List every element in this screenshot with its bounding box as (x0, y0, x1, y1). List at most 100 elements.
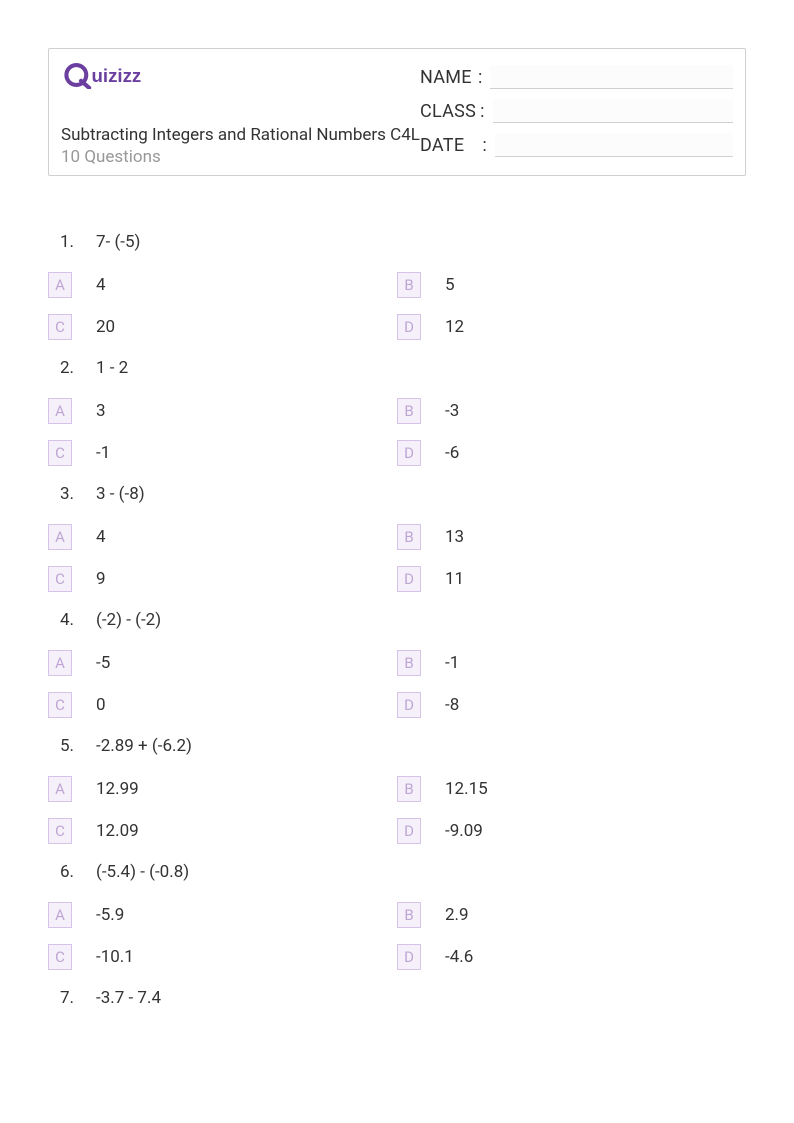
question-text: -3.7 - 7.4 (96, 988, 161, 1008)
answer-option[interactable]: C9 (48, 566, 397, 592)
question-row: 6.(-5.4) - (-0.8) (48, 862, 746, 882)
name-label: NAME (420, 67, 474, 88)
question-row: 1.7- (-5) (48, 232, 746, 252)
answers-grid: A4B5C20D12 (48, 272, 746, 340)
date-input[interactable] (495, 133, 733, 157)
answer-letter-box: A (48, 524, 72, 550)
question-number: 6. (48, 862, 96, 882)
answer-option[interactable]: B-1 (397, 650, 746, 676)
answer-option[interactable]: C 12.09 (48, 818, 397, 844)
answer-text: 12.99 (96, 779, 139, 799)
answer-letter-box: A (48, 398, 72, 424)
answer-option[interactable]: D -8 (397, 692, 746, 718)
answer-option[interactable]: B5 (397, 272, 746, 298)
answer-text: -9.09 (445, 821, 483, 841)
question-block: 4.(-2) - (-2) A-5B-1C0D -8 (48, 610, 746, 718)
answer-option[interactable]: B-3 (397, 398, 746, 424)
answer-text: 20 (96, 317, 115, 337)
answer-option[interactable]: A4 (48, 524, 397, 550)
answer-option[interactable]: C0 (48, 692, 397, 718)
class-label: CLASS (420, 101, 476, 122)
answer-option[interactable]: B2.9 (397, 902, 746, 928)
answer-letter-box: C (48, 440, 72, 466)
answer-option[interactable]: D11 (397, 566, 746, 592)
question-block: 5.-2.89 + (-6.2)A12.99B12.15C12.09D-9.09 (48, 736, 746, 844)
answer-option[interactable]: C -10.1 (48, 944, 397, 970)
answer-option[interactable]: D 12 (397, 314, 746, 340)
answer-letter-box: B (397, 524, 421, 550)
answer-text: 12.09 (96, 821, 139, 841)
header-box: uizizz Subtracting Integers and Rational… (48, 48, 746, 176)
answer-text: 13 (445, 527, 464, 547)
answer-text: 3 (96, 401, 106, 421)
answer-letter-box: D (397, 692, 421, 718)
question-row: 3.3 - (-8) (48, 484, 746, 504)
answer-text: -1 (445, 653, 459, 673)
answer-letter-box: C (48, 314, 72, 340)
answer-letter-box: B (397, 776, 421, 802)
answers-grid: A -5.9 B2.9 C -10.1 D -4.6 (48, 902, 746, 970)
header-left: uizizz Subtracting Integers and Rational… (61, 61, 420, 167)
answer-text: -5.9 (96, 905, 124, 925)
question-number: 2. (48, 358, 96, 378)
answers-grid: A4B13C9D11 (48, 524, 746, 592)
svg-text:uizizz: uizizz (92, 65, 142, 86)
answer-text: -10.1 (96, 947, 134, 967)
name-input[interactable] (490, 65, 733, 89)
answers-grid: A-5B-1C0D -8 (48, 650, 746, 718)
answer-option[interactable]: B 13 (397, 524, 746, 550)
answer-text: 5 (445, 275, 455, 295)
answer-option[interactable]: D -6 (397, 440, 746, 466)
answer-option[interactable]: C 20 (48, 314, 397, 340)
quiz-title: Subtracting Integers and Rational Number… (61, 125, 420, 145)
class-input[interactable] (493, 99, 734, 123)
question-row: 7.-3.7 - 7.4 (48, 988, 746, 1008)
answer-option[interactable]: A-5 (48, 650, 397, 676)
answer-letter-box: B (397, 272, 421, 298)
answer-text: 4 (96, 527, 106, 547)
answer-text: 11 (445, 569, 464, 589)
answer-text: -3 (445, 401, 459, 421)
answer-text: 12 (445, 317, 464, 337)
question-number: 4. (48, 610, 96, 630)
answer-text: -1 (96, 443, 110, 463)
question-text: 7- (-5) (96, 232, 140, 252)
answer-letter-box: C (48, 566, 72, 592)
colon: : (478, 67, 482, 88)
answer-letter-box: A (48, 272, 72, 298)
answer-letter-box: A (48, 902, 72, 928)
answer-letter-box: D (397, 440, 421, 466)
answer-letter-box: C (48, 944, 72, 970)
answer-option[interactable]: A -5.9 (48, 902, 397, 928)
answer-letter-box: D (397, 314, 421, 340)
answer-text: -4.6 (445, 947, 473, 967)
header-fields: NAME : CLASS : DATE : (420, 61, 733, 167)
answer-option[interactable]: A3 (48, 398, 397, 424)
answer-text: -6 (445, 443, 459, 463)
answer-option[interactable]: A12.99 (48, 776, 397, 802)
answer-text: 2.9 (445, 905, 469, 925)
questions-list: 1.7- (-5)A4B5C20D122.1 - 2A3B-3C-1D-63.3… (48, 232, 746, 1008)
question-block: 2.1 - 2A3B-3C-1D-6 (48, 358, 746, 466)
quiz-subtitle: 10 Questions (61, 147, 420, 167)
answer-option[interactable]: D -9.09 (397, 818, 746, 844)
class-field-row: CLASS : (420, 99, 733, 123)
answer-letter-box: D (397, 944, 421, 970)
question-block: 7.-3.7 - 7.4 (48, 988, 746, 1008)
answer-text: -5 (96, 653, 110, 673)
answer-option[interactable]: A4 (48, 272, 397, 298)
answer-letter-box: D (397, 818, 421, 844)
date-label: DATE (420, 135, 474, 156)
answer-option[interactable]: D -4.6 (397, 944, 746, 970)
question-row: 4.(-2) - (-2) (48, 610, 746, 630)
answer-option[interactable]: C -1 (48, 440, 397, 466)
question-number: 7. (48, 988, 96, 1008)
name-field-row: NAME : (420, 65, 733, 89)
answer-text: 0 (96, 695, 106, 715)
question-number: 1. (48, 232, 96, 252)
answer-text: -8 (445, 695, 459, 715)
question-row: 2.1 - 2 (48, 358, 746, 378)
answer-letter-box: C (48, 818, 72, 844)
answer-text: 4 (96, 275, 106, 295)
answer-option[interactable]: B12.15 (397, 776, 746, 802)
